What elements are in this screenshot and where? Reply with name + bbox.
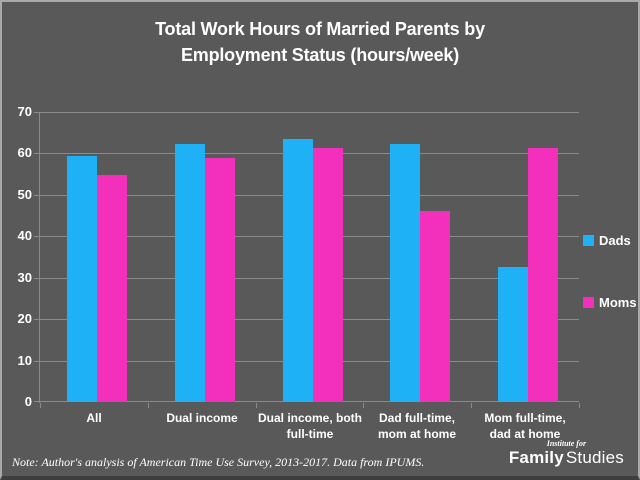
x-axis-tick (363, 403, 364, 408)
legend-swatch-moms-icon (583, 297, 594, 308)
legend-entry-moms: Moms (583, 295, 637, 310)
y-axis-tick-label: 0 (24, 394, 32, 409)
y-axis-tick-label: 10 (17, 353, 32, 368)
y-axis-tick-label: 60 (17, 145, 32, 160)
x-axis-tick (40, 403, 41, 408)
ifs-logo: Institute for Family Studies (509, 440, 624, 467)
bar-moms-0 (97, 175, 127, 402)
source-note: Note: Author's analysis of American Time… (12, 455, 425, 469)
bar-moms-2 (313, 148, 343, 402)
plot-area (34, 112, 580, 408)
ifs-logo-family-studies: Family Studies (509, 448, 624, 467)
y-axis-tick-label: 70 (17, 104, 32, 119)
bar-moms-4 (528, 148, 558, 402)
y-axis-tick (34, 361, 39, 362)
y-axis-tick (34, 401, 39, 402)
x-axis-tick (579, 403, 580, 408)
y-axis-tick-label: 40 (17, 228, 32, 243)
legend-swatch-dads-icon (583, 235, 594, 246)
x-category-label: All (86, 411, 102, 425)
bar-moms-1 (205, 158, 235, 402)
chart-title: Total Work Hours of Married Parents by E… (155, 19, 485, 66)
x-axis-tick (471, 403, 472, 408)
y-axis-tick (34, 112, 39, 113)
y-axis-tick (34, 195, 39, 196)
x-axis-tick (148, 403, 149, 408)
bar-dads-0 (67, 156, 97, 402)
x-category-label: Dad full-time, mom at home (377, 411, 456, 442)
y-axis-tick (34, 278, 39, 279)
y-axis-tick-label: 20 (17, 311, 32, 326)
bar-dads-3 (390, 144, 420, 402)
ifs-logo-institute-for: Institute for (546, 439, 587, 448)
legend-label-moms: Moms (599, 295, 637, 310)
y-axis-line (39, 112, 40, 403)
ifs-logo-studies: Studies (565, 448, 624, 467)
x-category-label: Dual income, both full-time (257, 411, 362, 442)
x-category-label: Dual income (166, 411, 238, 425)
ifs-logo-family: Family (508, 448, 564, 467)
y-axis-tick (34, 319, 39, 320)
y-axis-tick-label: 50 (17, 187, 32, 202)
y-axis-tick (34, 153, 39, 154)
legend-label-dads: Dads (599, 233, 631, 248)
x-category-label: Mom full-time, dad at home (484, 411, 566, 442)
legend-entry-dads: Dads (583, 233, 631, 248)
x-axis-tick (256, 403, 257, 408)
bar-dads-1 (175, 144, 205, 402)
bar-dads-2 (283, 139, 313, 402)
y-axis-labels: 70 60 50 40 30 20 10 0 (2, 104, 32, 409)
gridline (40, 112, 579, 113)
bar-moms-3 (420, 211, 450, 402)
bar-dads-4 (498, 267, 528, 402)
y-axis-tick (34, 236, 39, 237)
y-axis-tick-label: 30 (17, 270, 32, 285)
